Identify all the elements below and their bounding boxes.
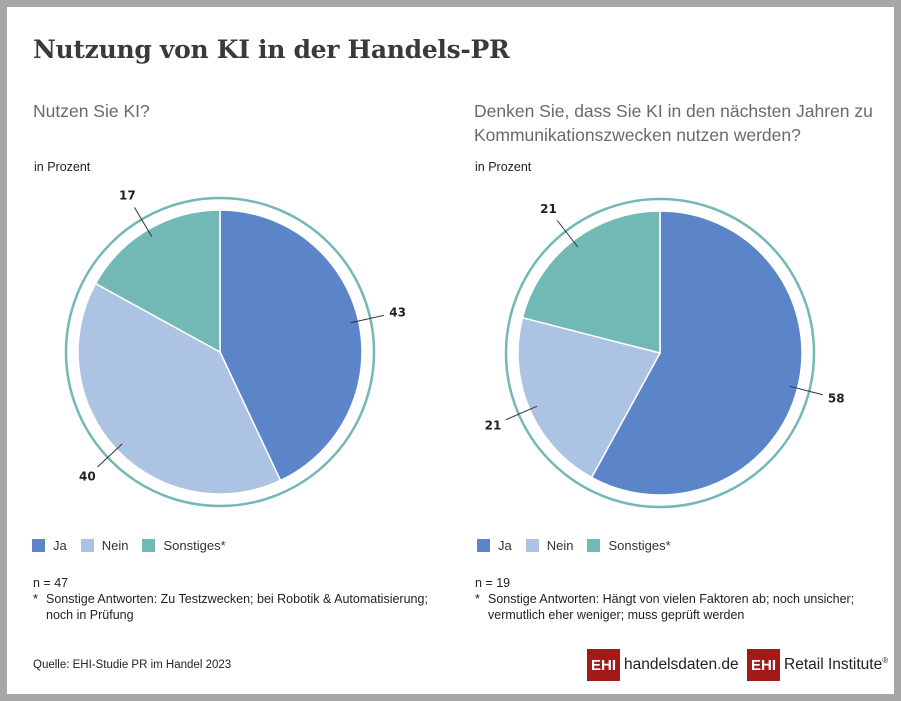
footnote-text: Sonstige Antworten: Hängt von vielen Fak… xyxy=(488,592,855,622)
ehi-logo-box: EHI xyxy=(747,649,781,681)
footnote-marker: * xyxy=(475,592,480,606)
legend-label-ja: Ja xyxy=(498,538,512,553)
leader-line-sonstiges xyxy=(134,207,153,237)
legend-item-ja: Ja xyxy=(477,538,512,553)
legend-label-nein: Nein xyxy=(101,538,129,553)
pie-charts-canvas: 43 40 17 58 21 21 xyxy=(64,188,845,509)
legend-swatch-ja xyxy=(477,539,490,552)
legend-item-sonstiges: Sonstiges* xyxy=(142,538,226,553)
data-label-nein: 40 xyxy=(79,470,96,484)
legend-item-sonstiges: Sonstiges* xyxy=(587,538,671,553)
footnote-marker: * xyxy=(33,592,38,606)
legend-label-sonstiges: Sonstiges* xyxy=(163,538,226,553)
handelsdaten-logo-text: handelsdaten.de xyxy=(624,656,739,673)
pie-chart-1: 43 40 17 xyxy=(64,188,406,508)
data-label-sonstiges: 21 xyxy=(540,202,557,216)
leader-line-nein xyxy=(505,405,538,421)
chart-1-notes: n = 47 * Sonstige Antworten: Zu Testzwec… xyxy=(33,575,453,623)
chart-2-unit-label: in Prozent xyxy=(475,160,532,174)
source-note: Quelle: EHI-Studie PR im Handel 2023 xyxy=(33,659,232,671)
leader-line-nein xyxy=(97,443,123,468)
page-title: Nutzung von KI in der Handels-PR xyxy=(33,35,510,64)
data-label-ja: 43 xyxy=(389,305,406,319)
pie-outer-ring xyxy=(64,196,376,508)
footnote: * Sonstige Antworten: Hängt von vielen F… xyxy=(475,591,894,623)
sample-size: n = 19 xyxy=(475,576,511,590)
chart-1-title: Nutzen Sie KI? xyxy=(33,101,150,121)
legend-item-ja: Ja xyxy=(32,538,67,553)
handelsdaten-logo[interactable]: EHI handelsdaten.de xyxy=(587,649,739,681)
legend-swatch-nein xyxy=(80,539,94,552)
leader-line-sonstiges xyxy=(556,219,579,248)
ehi-logo-box: EHI xyxy=(587,649,621,681)
chart-2-legend: Ja Nein Sonstiges* xyxy=(477,538,685,553)
legend-item-nein: Nein xyxy=(525,538,574,553)
leader-line-ja xyxy=(789,385,823,396)
pie-chart-2: 58 21 21 xyxy=(485,197,845,509)
leader-line-ja xyxy=(350,314,385,324)
footnote: * Sonstige Antworten: Zu Testzwecken; be… xyxy=(33,591,453,623)
chart-2-notes: n = 19 * Sonstige Antworten: Hängt von v… xyxy=(475,575,894,623)
legend-swatch-ja xyxy=(32,539,45,552)
pie-outer-ring xyxy=(504,197,816,509)
data-label-nein: 21 xyxy=(485,418,502,432)
legend-label-nein: Nein xyxy=(546,538,574,553)
legend-swatch-sonstiges xyxy=(142,539,156,552)
legend-item-nein: Nein xyxy=(80,538,129,553)
legend-label-sonstiges: Sonstiges* xyxy=(608,538,671,553)
legend-swatch-nein xyxy=(525,539,539,552)
retail-institute-logo-text: Retail Institute® xyxy=(784,655,889,674)
ehi-retail-institute-logo[interactable]: EHI Retail Institute® xyxy=(747,649,888,681)
chart-2-title: Denken Sie, dass Sie KI in den nächsten … xyxy=(474,101,873,145)
legend-label-ja: Ja xyxy=(53,538,67,553)
sample-size: n = 47 xyxy=(33,576,69,590)
footnote-text: Sonstige Antworten: Zu Testzwecken; bei … xyxy=(46,592,428,622)
chart-1-unit-label: in Prozent xyxy=(34,160,91,174)
data-label-sonstiges: 17 xyxy=(119,188,136,202)
legend-swatch-sonstiges xyxy=(587,539,601,552)
data-label-ja: 58 xyxy=(828,391,845,405)
chart-1-legend: Ja Nein Sonstiges* xyxy=(32,538,240,553)
